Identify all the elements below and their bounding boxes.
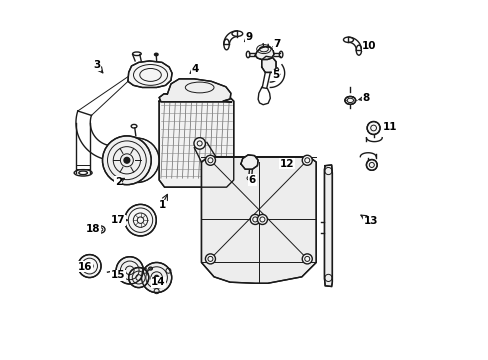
Text: 18: 18 [86,225,100,234]
Text: 6: 6 [248,175,256,185]
Circle shape [154,275,159,280]
Circle shape [250,215,260,225]
Circle shape [366,122,379,134]
Polygon shape [241,155,258,169]
Circle shape [88,265,91,267]
Text: 7: 7 [272,40,280,49]
Text: 17: 17 [111,215,125,225]
Circle shape [115,138,159,183]
Circle shape [124,157,129,163]
Circle shape [366,159,376,170]
Circle shape [257,215,267,225]
Text: 16: 16 [78,262,92,272]
Text: 13: 13 [363,216,377,226]
Text: 15: 15 [111,270,125,280]
Polygon shape [255,46,273,59]
Polygon shape [128,61,172,87]
Circle shape [194,138,205,149]
Text: 10: 10 [361,41,376,50]
Text: 4: 4 [191,64,198,74]
Text: 3: 3 [93,60,100,70]
Circle shape [78,255,101,278]
Text: 9: 9 [245,32,252,42]
Circle shape [302,254,312,264]
Circle shape [205,155,215,165]
Text: 1: 1 [158,200,165,210]
Circle shape [102,136,151,185]
Polygon shape [159,79,231,102]
Circle shape [116,257,143,284]
Text: 8: 8 [361,93,368,103]
Text: 12: 12 [279,159,293,169]
Polygon shape [324,165,332,287]
Circle shape [205,254,215,264]
Polygon shape [159,94,233,187]
Circle shape [124,204,156,236]
Text: 14: 14 [151,277,165,287]
Circle shape [302,155,312,165]
Text: 11: 11 [382,122,396,132]
Polygon shape [261,56,276,72]
Circle shape [142,262,171,293]
Ellipse shape [344,96,355,104]
Circle shape [128,267,148,288]
Text: 2: 2 [114,177,122,187]
Polygon shape [201,157,316,283]
Text: 5: 5 [272,70,279,80]
